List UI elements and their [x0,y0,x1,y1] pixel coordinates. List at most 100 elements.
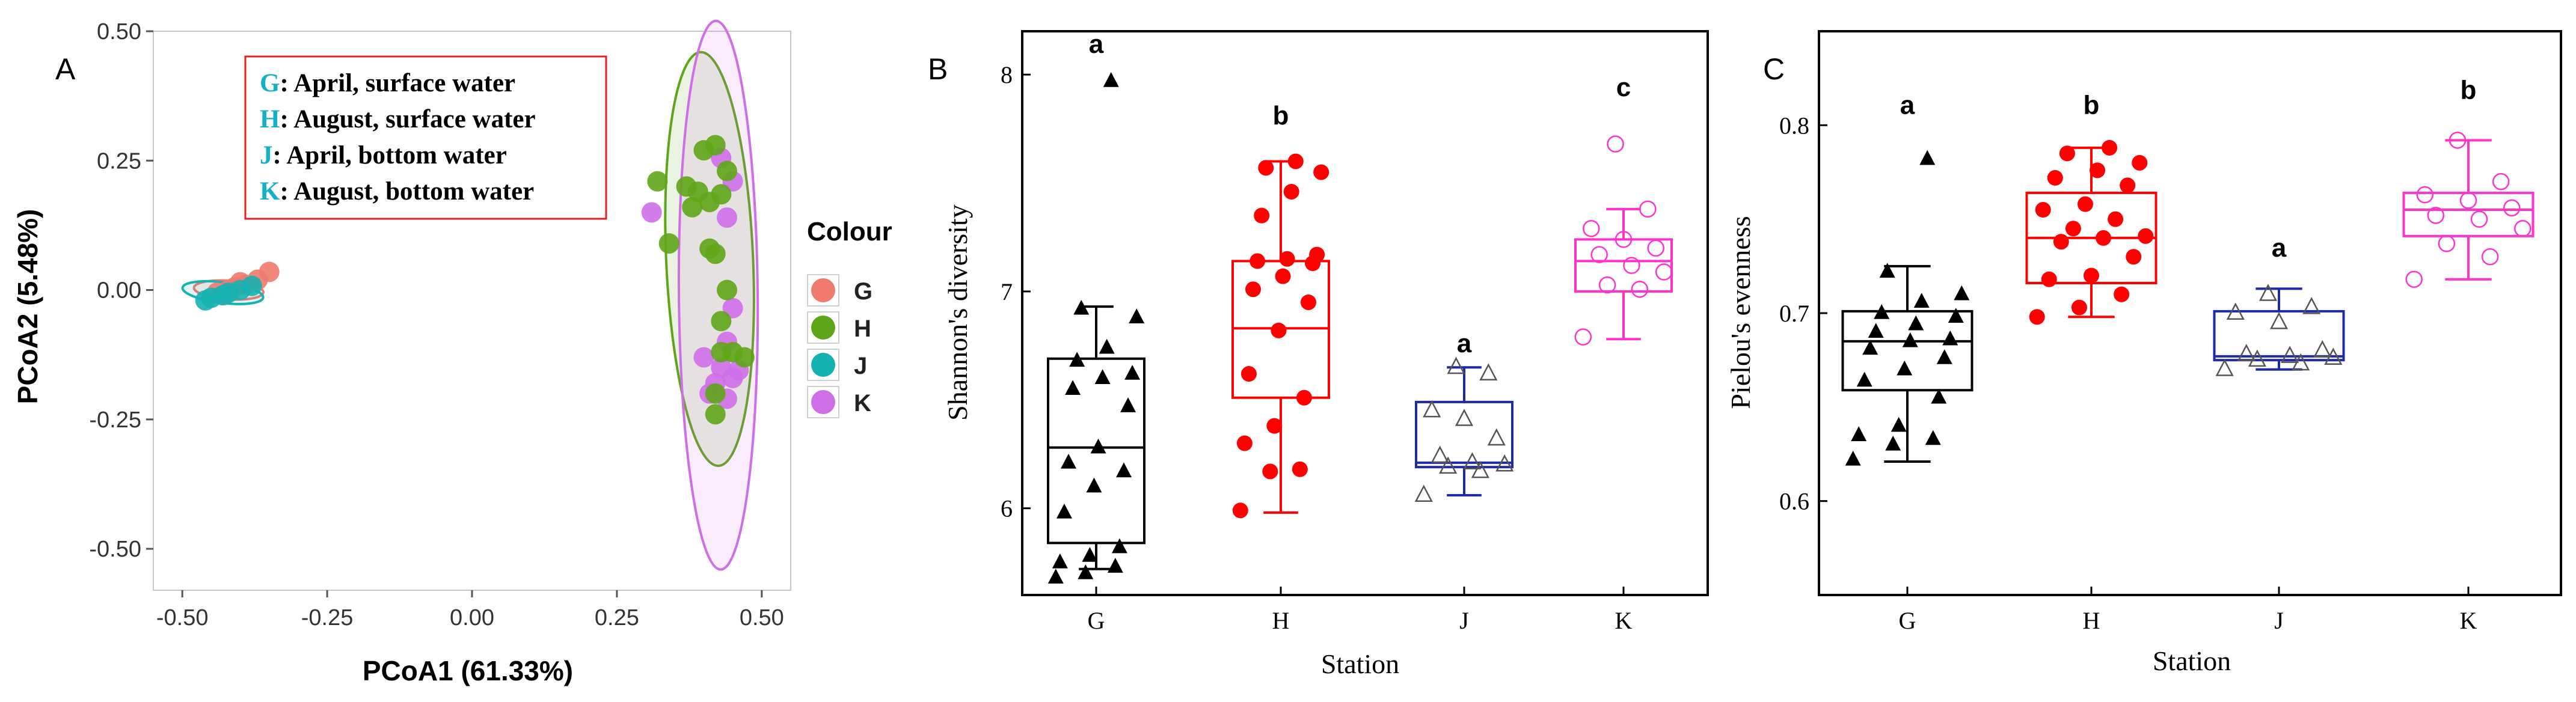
point-j [2280,346,2299,363]
panel-c-pielou: C 0.6 0.7 0.8 G H J K a b a b Station Pielou's e… [1725,30,2562,676]
point-g [1115,462,1132,478]
panel-b-y-axis-label: Shannon's diversity [942,204,973,421]
point-k [1647,239,1665,257]
y-tick-label: 6 [1001,495,1013,522]
box-g [1047,305,1145,570]
point-k [2416,186,2434,204]
point-h [2090,162,2106,179]
point-g [1052,553,1068,569]
legend-item-k: K [807,386,871,418]
panel-c-y-ticks: 0.6 0.7 0.8 [1779,112,1827,515]
point-h [693,140,714,161]
point-h [1240,366,1257,382]
point-j [1463,452,1482,469]
panel-a-annotation-box: G: April, surface water H: August, surfa… [244,55,607,220]
point-j [1431,445,1449,463]
y-tick-label: 0.6 [1779,488,1809,515]
point-h [2077,196,2093,212]
significance-letter: b [2084,91,2100,120]
point-g [1845,450,1861,466]
x-tick-label: H [2083,607,2100,634]
point-g [1047,569,1064,584]
point-k [1655,263,1673,281]
significance-letter: c [1616,73,1631,102]
significance-letter: a [2272,233,2287,263]
annotation-box-frame [244,55,607,220]
point-k [1639,200,1657,218]
point-g [1856,371,1872,387]
point-g [1061,453,1077,469]
point-h [1279,251,1295,267]
point-g [1120,397,1136,412]
point-g [1129,308,1145,323]
point-h [1232,502,1248,519]
y-tick-label: 7 [1001,278,1013,305]
legend-label: H [854,316,871,342]
legend-swatch [811,353,835,377]
point-g [1919,150,1936,165]
point-g [1954,285,1970,301]
x-tick-label: 0.50 [740,605,784,630]
panel-a-x-axis-label: PCoA1 (61.33%) [363,655,573,686]
point-h [682,197,703,218]
point-g [1874,304,1890,319]
x-tick-label: K [1615,607,1633,634]
point-j [1447,356,1465,374]
point-h [1296,389,1312,406]
panel-c-y-axis-label: Pielou's evenness [1725,216,1756,409]
point-h [2059,145,2075,162]
y-tick-label: 0.50 [97,19,141,44]
annotation-line-k: K: August, bottom water [260,177,534,206]
point-g [1069,352,1085,367]
significance-letter: a [1900,91,1915,120]
panel-a-points [195,135,755,425]
point-h [2114,286,2130,302]
point-g [1931,388,1947,404]
point-k [641,202,662,223]
point-g [1082,547,1098,562]
point-j [2237,344,2256,361]
point-h [2138,228,2154,244]
panel-a-label: A [55,52,76,86]
point-k [2438,235,2456,252]
point-j [2302,296,2321,314]
point-j [1479,363,1498,381]
point-j [2248,349,2266,367]
x-tick-label: -0.50 [156,605,209,630]
point-h [711,341,732,362]
point-k [2514,220,2532,237]
point-k [717,207,737,228]
legend-title: Colour [807,217,892,246]
point-h [2132,154,2148,171]
y-tick-label: -0.25 [89,407,141,433]
point-g [1078,564,1094,579]
point-h [734,347,755,368]
panel-b-boxes [1047,160,1673,570]
point-g [1913,293,1930,308]
x-tick-label: K [2460,607,2477,634]
point-h [658,233,679,254]
legend-swatch [811,278,835,302]
point-k [1590,246,1608,263]
box-g [1841,264,1973,463]
point-g [1103,72,1119,87]
point-h [1266,418,1283,434]
point-k [693,347,714,368]
point-g [1948,308,1964,323]
point-k [2492,172,2510,191]
point-h [2047,169,2063,186]
point-h [2102,139,2118,156]
point-g [1056,503,1072,519]
point-g [1868,323,1884,338]
annotation-line-g: G: April, surface water [260,69,515,97]
point-j [1439,456,1458,474]
significance-letter: b [2461,76,2477,105]
point-j [1495,454,1514,472]
point-g [1862,340,1878,355]
significance-letter: a [1457,329,1472,358]
box-body [1841,310,1973,392]
legend-label: G [854,278,872,305]
panel-a-y-ticks: -0.50 -0.25 0.00 0.25 0.50 [89,19,153,562]
panel-b-label: B [928,52,948,86]
